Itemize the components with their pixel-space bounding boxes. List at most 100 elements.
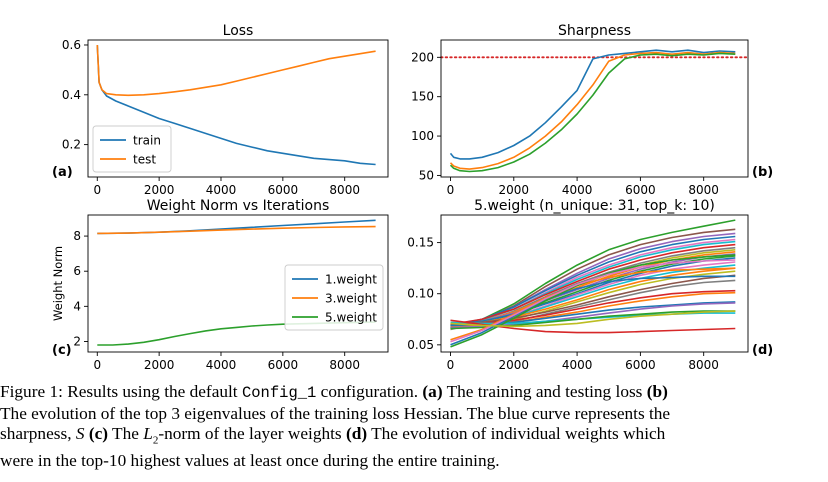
- x-tick-label: 0: [93, 358, 101, 372]
- caption-text: -norm of the layer weights: [158, 424, 346, 444]
- series-line-train: [96, 44, 376, 166]
- caption-text: The: [108, 424, 144, 444]
- axes-frame: [87, 214, 389, 353]
- y-axis-label: Weight Norm: [51, 246, 65, 321]
- series-line-4: [450, 235, 736, 327]
- x-tick-label: 6000: [268, 358, 299, 372]
- caption-ref-a: (a): [422, 382, 443, 401]
- caption-text: The evolution of individual weights whic…: [367, 424, 666, 444]
- legend-label: 1.weight: [325, 273, 377, 287]
- series-line-3: [449, 52, 736, 173]
- x-tick-label: 6000: [625, 183, 656, 197]
- y-tick-label: 0.6: [62, 38, 81, 52]
- x-tick-label: 8000: [688, 358, 719, 372]
- y-tick-label: 0.15: [407, 236, 434, 250]
- caption-ref-c: (c): [88, 424, 108, 444]
- caption-text: The training and testing loss: [442, 382, 647, 401]
- x-tick-label: 4000: [562, 183, 593, 197]
- x-tick-label: 8000: [329, 183, 360, 197]
- series-line-27: [450, 275, 736, 346]
- x-tick-label: 8000: [329, 358, 360, 372]
- series-line-7: [450, 243, 736, 326]
- series-line-18: [450, 274, 736, 326]
- series-line-1: [450, 219, 736, 328]
- legend-box: [92, 125, 172, 173]
- y-tick-label: 0.4: [62, 88, 81, 102]
- caption-figure-label: Figure 1:: [0, 382, 63, 401]
- chart-title: Weight Norm vs Iterations: [147, 198, 330, 214]
- chart-title: Sharpness: [558, 23, 631, 39]
- panel-label-c: (c): [52, 343, 72, 358]
- legend-label: 5.weight: [325, 311, 377, 325]
- y-tick-label: 150: [411, 90, 434, 104]
- x-tick-label: 2000: [144, 358, 175, 372]
- x-tick-label: 4000: [206, 183, 237, 197]
- chart-title: Loss: [223, 23, 254, 39]
- series-line-1: [449, 49, 736, 160]
- x-tick-label: 4000: [206, 358, 237, 372]
- y-tick-label: 0.10: [407, 287, 434, 301]
- series-group: [449, 49, 736, 173]
- caption-math-l: L: [143, 424, 153, 444]
- series-line-30: [450, 259, 736, 343]
- caption-ref-d: (d): [345, 424, 368, 444]
- x-tick-label: 4000: [562, 358, 593, 372]
- y-tick-label: 0.2: [62, 138, 81, 152]
- legend-label: train: [133, 134, 161, 148]
- series-line-3-weight: [97, 225, 376, 235]
- caption-line-4: were in the top-10 highest values at lea…: [0, 451, 500, 471]
- legend-label: 3.weight: [325, 292, 377, 306]
- x-tick-label: 6000: [268, 183, 299, 197]
- axes-frame: [440, 214, 749, 353]
- y-tick-label: 2: [73, 334, 81, 348]
- x-tick-label: 0: [447, 358, 455, 372]
- series-line-28: [450, 267, 736, 341]
- caption-math-s: S: [75, 424, 85, 444]
- panel-label-d: (d): [752, 343, 773, 358]
- series-line-13: [450, 257, 736, 326]
- series-line-31: [450, 310, 736, 328]
- caption-line-1: Figure 1: Results using the default Conf…: [0, 382, 826, 404]
- chart-panel-d: 5.weight (n_unique: 31, top_k: 10) 0 2000 4…: [407, 198, 773, 372]
- y-tick-label: 50: [419, 168, 434, 182]
- legend-box: [284, 264, 384, 331]
- axes-frame: [440, 39, 749, 178]
- chart-panel-b: Sharpness 0 2000 4000 6000 8000 50 100 150 200 (b): [411, 23, 773, 197]
- x-tick-label: 6000: [625, 358, 656, 372]
- chart-title: 5.weight (n_unique: 31, top_k: 10): [474, 198, 715, 214]
- x-tick-label: 0: [93, 183, 101, 197]
- x-tick-label: 2000: [144, 183, 175, 197]
- y-tick-label: 0.05: [407, 338, 434, 352]
- legend-label: test: [133, 153, 156, 167]
- legend: train test: [92, 125, 172, 173]
- chart-panel-a: Loss 0 2000 4000 6000 8000 0.2 0.4 0.6 train test (…: [52, 23, 389, 197]
- caption-line-3: sharpness, S (c) The L2-norm of the laye…: [0, 424, 826, 451]
- x-tick-label: 2000: [499, 358, 530, 372]
- y-tick-label: 100: [411, 129, 434, 143]
- caption-ref-b: (b): [646, 382, 668, 401]
- caption-math-sub: 2: [152, 434, 159, 447]
- caption-config-name: Config_1: [241, 384, 317, 402]
- figure-caption: Figure 1: Results using the default Conf…: [0, 382, 826, 472]
- y-tick-label: 6: [73, 264, 81, 278]
- caption-text: sharpness,: [0, 424, 76, 444]
- series-group: [96, 44, 376, 166]
- legend: 1.weight 3.weight 5.weight: [284, 264, 384, 331]
- series-group: [450, 219, 736, 348]
- panel-label-a: (a): [52, 165, 73, 180]
- caption-line-2: The evolution of the top 3 eigenvalues o…: [0, 403, 671, 423]
- x-tick-label: 8000: [688, 183, 719, 197]
- series-line-test: [96, 44, 376, 97]
- y-tick-label: 8: [73, 229, 81, 243]
- axes-frame: [87, 39, 389, 178]
- caption-text: configuration.: [316, 382, 423, 401]
- x-tick-label: 2000: [499, 183, 530, 197]
- y-tick-label: 4: [73, 299, 81, 313]
- chart-panel-c: Weight Norm vs Iterations 0 2000 4000 6000 80…: [51, 198, 389, 372]
- panel-label-b: (b): [752, 165, 773, 180]
- caption-text: Results using the default: [62, 382, 242, 401]
- series-line-2: [449, 51, 736, 170]
- x-tick-label: 0: [447, 183, 455, 197]
- y-tick-label: 200: [411, 50, 434, 64]
